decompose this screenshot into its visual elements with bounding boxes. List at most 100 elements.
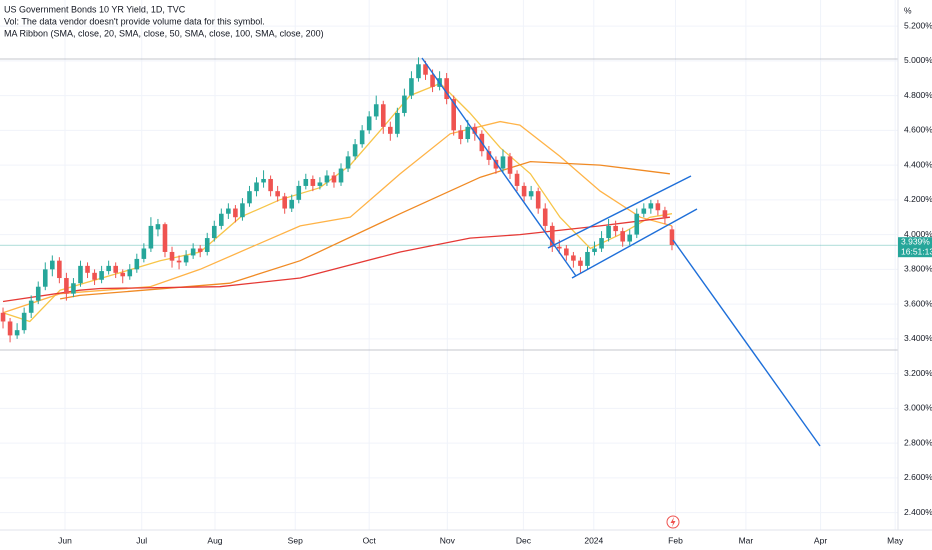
- candle-body: [169, 251, 175, 261]
- candle-body: [380, 104, 386, 127]
- candle-body: [606, 225, 611, 239]
- candle-body: [7, 321, 13, 336]
- ma-line: [2, 216, 670, 303]
- candle-body: [289, 199, 295, 209]
- y-tick-label: 4.200%: [904, 194, 932, 204]
- candle-body: [585, 251, 590, 266]
- candle-body: [472, 126, 478, 134]
- candle-body: [507, 156, 513, 174]
- candle-body: [113, 265, 118, 273]
- candle-body: [578, 260, 583, 266]
- candle-body: [627, 234, 633, 242]
- candle-body: [21, 312, 27, 331]
- trend-line: [672, 239, 821, 447]
- candle-body: [282, 196, 287, 209]
- candle-body: [71, 283, 76, 294]
- candle-body: [592, 248, 597, 252]
- x-tick-label: 2024: [584, 535, 603, 545]
- candle-body: [0, 312, 6, 322]
- candle-body: [64, 278, 69, 294]
- candle-body: [78, 265, 83, 284]
- candle-body: [669, 229, 675, 246]
- candle-body: [261, 178, 266, 183]
- candle-body: [373, 104, 379, 117]
- candle-body: [571, 255, 576, 261]
- countdown-label: 16:51:13: [901, 246, 932, 256]
- candle-body: [430, 74, 435, 87]
- y-tick-label: 4.000%: [904, 229, 932, 239]
- candle-body: [92, 272, 97, 280]
- candle-body: [120, 272, 126, 277]
- candle-body: [634, 213, 640, 235]
- candle-body: [402, 95, 407, 113]
- candle-body: [338, 168, 344, 183]
- candle-body: [296, 185, 302, 200]
- candle-body: [162, 224, 168, 252]
- candle-body: [451, 99, 456, 131]
- note: Vol: The data vendor doesn't provide vol…: [4, 16, 265, 26]
- title: US Government Bonds 10 YR Yield, 1D, TVC: [4, 4, 186, 14]
- candle-body: [211, 225, 217, 239]
- candle-body: [28, 300, 34, 313]
- candle-body: [465, 126, 471, 140]
- candle-body: [85, 265, 90, 273]
- x-tick-label: Jun: [58, 535, 72, 545]
- x-tick-label: Nov: [440, 535, 456, 545]
- ma-line: [2, 82, 673, 323]
- candle-body: [183, 255, 189, 263]
- y-tick-label: 3.200%: [904, 368, 932, 378]
- price-label: 3.939%: [901, 236, 930, 246]
- y-tick-label: 2.400%: [904, 507, 932, 517]
- candle-body: [359, 130, 365, 145]
- x-tick-label: May: [887, 535, 904, 545]
- x-tick-label: Sep: [288, 535, 303, 545]
- x-tick-label: Apr: [814, 535, 827, 545]
- candle-body: [42, 269, 48, 287]
- x-tick-label: Mar: [739, 535, 754, 545]
- candle-body: [141, 248, 147, 259]
- note: MA Ribbon (SMA, close, 20, SMA, close, 5…: [4, 28, 324, 38]
- candle-body: [366, 116, 372, 131]
- candle-body: [155, 224, 161, 230]
- candle-body: [535, 191, 541, 209]
- candle-body: [148, 225, 154, 249]
- trend-line: [571, 208, 698, 279]
- candle-body: [134, 258, 140, 270]
- candle-body: [233, 208, 238, 218]
- candle-body: [317, 182, 323, 186]
- candle-body: [204, 238, 210, 252]
- candle-body: [324, 175, 330, 183]
- y-tick-label: 4.800%: [904, 90, 932, 100]
- candle-body: [620, 231, 625, 242]
- y-tick-label: 4.600%: [904, 125, 932, 135]
- candle-body: [458, 130, 464, 140]
- y-tick-label: 2.800%: [904, 437, 932, 447]
- y-tick-label: 4.400%: [904, 159, 932, 169]
- candle-body: [57, 260, 62, 279]
- event-icon: [666, 515, 680, 529]
- candle-body: [254, 182, 259, 192]
- y-tick-label: 3.400%: [904, 333, 932, 343]
- candle-body: [528, 191, 534, 197]
- candle-body: [655, 203, 661, 211]
- x-tick-label: Aug: [207, 535, 222, 545]
- candle-body: [226, 208, 231, 214]
- candle-body: [641, 208, 647, 214]
- candle-body: [247, 191, 252, 204]
- candle-body: [416, 64, 421, 79]
- candle-body: [542, 208, 548, 226]
- candle-body: [303, 178, 309, 186]
- candle-body: [310, 178, 316, 186]
- trend-line: [421, 57, 577, 277]
- candle-body: [14, 330, 20, 336]
- candle-body: [190, 248, 196, 256]
- unit-label: %: [904, 5, 912, 15]
- candle-body: [176, 260, 182, 263]
- candle-body: [50, 260, 55, 270]
- candle-body: [127, 269, 133, 277]
- candle-body: [599, 238, 604, 249]
- candle-body: [557, 246, 562, 249]
- candle-body: [99, 271, 104, 280]
- y-tick-label: 5.000%: [904, 55, 932, 65]
